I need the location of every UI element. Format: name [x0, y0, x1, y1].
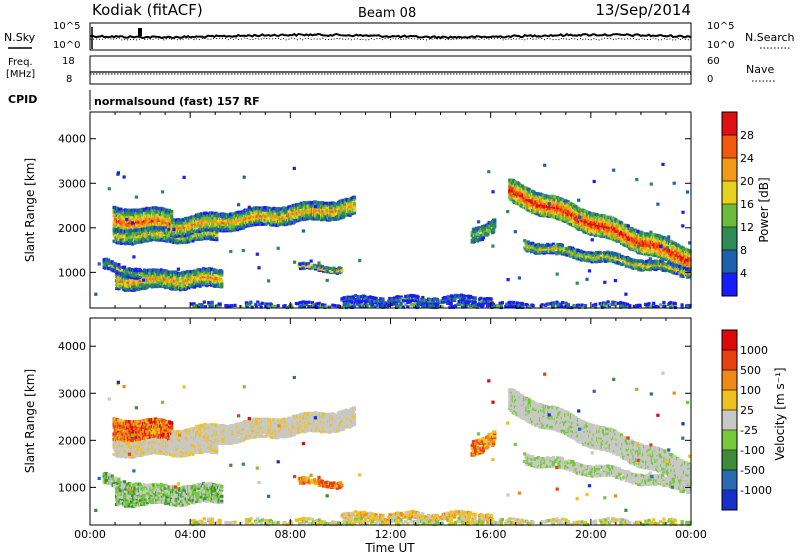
freq-tick-top: 18 [62, 56, 75, 67]
noise-traces [90, 27, 691, 49]
noise-tick-right-bottom: 10^0 [707, 40, 734, 51]
power-cell [521, 303, 524, 306]
power-cell [203, 301, 206, 304]
power-cell [139, 269, 142, 272]
power-cell [215, 234, 218, 237]
power-cell [674, 302, 677, 305]
power-cell [490, 297, 493, 300]
nsky-trace [90, 34, 691, 38]
power-cell [213, 274, 216, 277]
freq-label-top: Freq. [8, 57, 33, 68]
freq-tick-bottom: 8 [66, 74, 72, 85]
power-cell [334, 304, 337, 307]
power-cell [219, 303, 222, 306]
power-cell [584, 304, 587, 307]
power-cell [170, 215, 173, 218]
power-cell [628, 304, 631, 307]
power-cell [567, 303, 570, 306]
power-cell [552, 301, 555, 304]
power-cell [220, 270, 223, 273]
power-cell [123, 266, 126, 269]
freq-traces [90, 72, 691, 74]
nave-tick-bottom: 0 [707, 74, 713, 85]
nsearch-label: N.Search [745, 31, 795, 44]
cpid-text: normalsound (fast) 157 RF [94, 95, 260, 108]
power-cell [400, 302, 403, 305]
noise-tick-left-bottom: 10^0 [53, 40, 80, 51]
power-cell [360, 300, 363, 303]
power-cell [107, 258, 110, 261]
power-cell [220, 279, 223, 282]
power-cell [474, 296, 477, 299]
power-heatmap [94, 163, 692, 309]
power-cell [532, 304, 535, 307]
freq-panel [90, 56, 691, 84]
power-cell [353, 196, 356, 199]
freq-label-bottom: [MHz] [6, 69, 35, 80]
power-cell [681, 303, 684, 306]
power-cell [140, 272, 143, 275]
power-cell [211, 301, 214, 304]
power-cell [117, 263, 120, 266]
beam-title: Beam 08 [358, 6, 416, 21]
power-cell [376, 304, 379, 307]
power-cell [381, 297, 384, 300]
power-cell [422, 305, 425, 308]
power-cell [450, 302, 453, 305]
power-cell [307, 301, 310, 304]
power-cell [230, 304, 233, 307]
power-cell [561, 301, 564, 304]
power-cell [662, 301, 665, 304]
power-cell [170, 210, 173, 213]
noise-tick-right-top: 10^5 [707, 21, 734, 32]
power-cell [501, 301, 504, 304]
nsky-label: N.Sky [4, 31, 36, 44]
power-cell [580, 304, 583, 307]
power-cell [458, 300, 461, 303]
power-cell [353, 207, 356, 210]
power-cell [233, 304, 236, 307]
nave-label: Nave [746, 63, 774, 76]
power-cell [340, 269, 343, 272]
noise-spike [138, 28, 142, 36]
power-cell [509, 301, 512, 304]
date-title: 13/Sep/2014 [595, 1, 691, 19]
cpid-label: CPID [8, 93, 37, 106]
power-cell [481, 304, 484, 307]
power-cell [594, 303, 597, 306]
power-cell [261, 302, 264, 305]
power-cell [249, 301, 252, 304]
nave-tick-top: 60 [707, 56, 720, 67]
power-cell [652, 302, 655, 305]
power-cell [436, 298, 439, 301]
power-cell [387, 304, 390, 307]
power-cell [277, 304, 280, 307]
power-cell [662, 305, 665, 308]
noise-tick-left-top: 10^5 [53, 21, 80, 32]
power-cell [560, 305, 563, 308]
power-cell [659, 303, 662, 306]
power-cell [353, 202, 356, 205]
station-title: Kodiak (fitACF) [92, 1, 203, 19]
